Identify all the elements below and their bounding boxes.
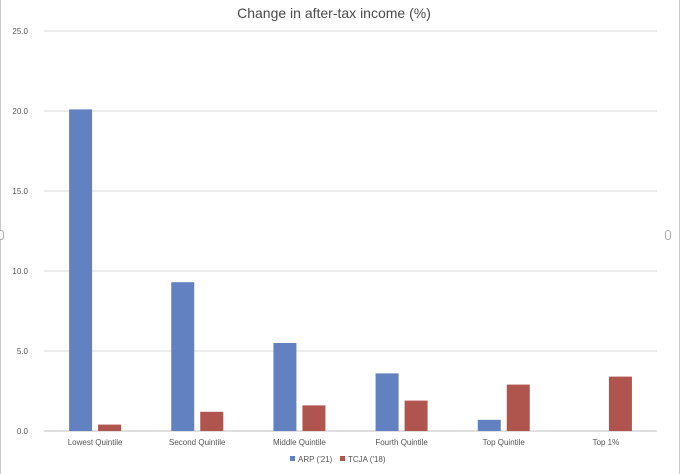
bars (69, 109, 632, 432)
y-tick-label: 0.0 (17, 427, 29, 436)
legend-label-tcja: TCJA ('18) (348, 455, 386, 464)
bar-arp-1 (171, 282, 195, 431)
x-axis-ticks: Lowest Quintile Second Quintile Middle Qui… (68, 438, 620, 447)
bar-tcja-2 (302, 405, 326, 431)
left-resize-handle[interactable] (0, 230, 4, 240)
x-tick-label: Middle Quintile (273, 438, 326, 447)
x-tick-label: Top 1% (593, 438, 620, 447)
y-axis-ticks: 0.0 5.0 10.0 15.0 20.0 25.0 (12, 27, 28, 436)
bar-tcja-0 (98, 424, 122, 431)
bar-tcja-5 (608, 376, 632, 431)
bar-arp-2 (273, 343, 297, 431)
x-tick-label: Lowest Quintile (68, 438, 123, 447)
right-resize-handle[interactable] (665, 230, 671, 240)
bar-tcja-1 (200, 411, 224, 431)
x-tick-label: Second Quintile (169, 438, 226, 447)
bar-tcja-4 (506, 384, 530, 431)
bar-arp-3 (375, 373, 399, 431)
y-tick-label: 20.0 (12, 107, 28, 116)
legend-label-arp: ARP ('21) (298, 455, 333, 464)
x-tick-label: Top Quintile (483, 438, 526, 447)
legend: ARP ('21) TCJA ('18) (290, 455, 386, 464)
y-tick-label: 5.0 (17, 347, 29, 356)
legend-swatch-arp (290, 456, 295, 461)
x-tick-label: Fourth Quintile (375, 438, 428, 447)
bar-tcja-3 (404, 400, 428, 431)
chart-title: Change in after-tax income (%) (237, 5, 431, 21)
bar-arp-0 (69, 109, 93, 432)
legend-swatch-tcja (340, 456, 345, 461)
y-tick-label: 15.0 (12, 187, 28, 196)
bar-arp-4 (477, 419, 501, 431)
y-tick-label: 10.0 (12, 267, 28, 276)
gridlines (44, 30, 657, 432)
y-tick-label: 25.0 (12, 27, 28, 36)
